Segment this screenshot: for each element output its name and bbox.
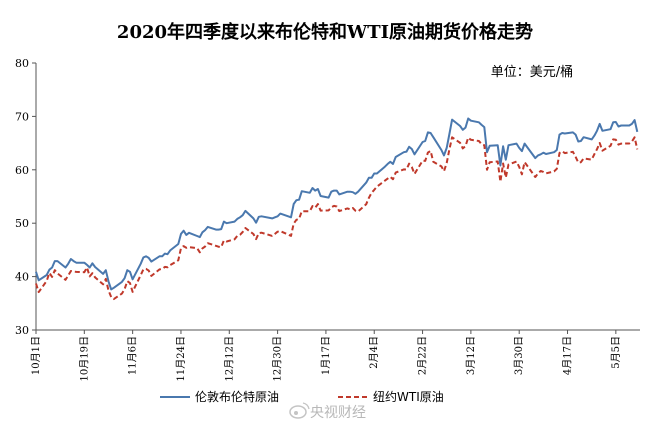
x-tick-label: 1月17日 bbox=[320, 336, 332, 375]
series-line-brent bbox=[35, 117, 639, 291]
watermark: 央视财经 bbox=[289, 402, 366, 421]
x-axis: 10月1日 10月19日 11月6日 11月24日 12月12日 12月30日 1月17日 2… bbox=[30, 329, 640, 381]
y-tick-label: 30 bbox=[15, 324, 29, 337]
watermark-text: 央视财经 bbox=[310, 405, 366, 421]
x-tick-label: 5月5日 bbox=[610, 336, 622, 369]
x-tick-label: 10月19日 bbox=[78, 336, 90, 381]
y-tick-label: 80 bbox=[15, 57, 29, 70]
legend-label-brent: 伦敦布伦特原油 bbox=[195, 389, 279, 404]
y-tick-label: 40 bbox=[15, 271, 29, 284]
x-tick-label: 3月12日 bbox=[465, 336, 477, 375]
x-tick-label: 2月22日 bbox=[417, 336, 429, 375]
y-tick-label: 60 bbox=[15, 164, 29, 177]
y-axis: 30 40 50 60 70 80 bbox=[15, 57, 37, 337]
legend: 伦敦布伦特原油 纽约WTI原油 bbox=[160, 389, 444, 404]
legend-label-wti: 纽约WTI原油 bbox=[373, 389, 444, 404]
x-tick-label: 12月30日 bbox=[272, 336, 284, 381]
x-tick-label: 11月24日 bbox=[175, 336, 187, 381]
x-tick-label: 4月17日 bbox=[562, 336, 574, 375]
x-tick-label: 3月30日 bbox=[513, 336, 525, 375]
chart-title: 2020年四季度以来布伦特和WTI原油期货价格走势 bbox=[117, 21, 533, 43]
y-tick-label: 70 bbox=[15, 110, 29, 123]
x-tick-label: 11月6日 bbox=[127, 336, 139, 375]
unit-label: 单位：美元/桶 bbox=[491, 65, 573, 80]
series-line-wti bbox=[35, 136, 639, 301]
series-layer bbox=[35, 117, 639, 301]
x-tick-label: 10月1日 bbox=[30, 336, 42, 375]
weibo-icon bbox=[289, 402, 310, 419]
x-tick-label: 2月4日 bbox=[368, 336, 380, 369]
y-tick-label: 50 bbox=[15, 217, 29, 230]
x-tick-label: 12月12日 bbox=[223, 336, 235, 381]
